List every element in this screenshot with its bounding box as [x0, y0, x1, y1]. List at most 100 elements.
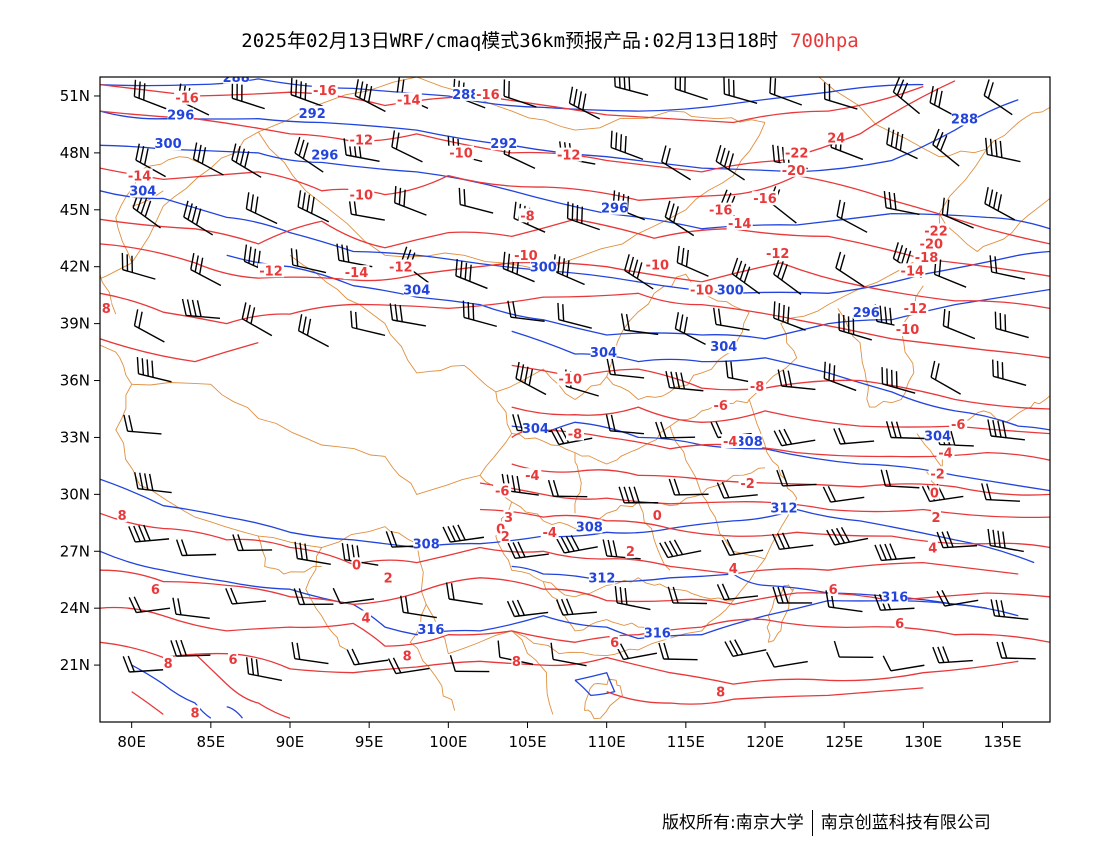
lon-tick-label: 100E: [429, 733, 467, 751]
height-label-bg: [522, 420, 549, 435]
wind-barb: [190, 252, 222, 287]
wind-barb: [989, 255, 1026, 280]
wind-barb: [297, 314, 329, 348]
wind-barb: [880, 469, 920, 489]
temperature-label-bg: [894, 616, 905, 631]
temperature-label: 6: [610, 636, 619, 651]
temperature-label-bg: [163, 656, 174, 670]
temperature-label: -14: [728, 217, 752, 232]
wind-barb: [610, 130, 644, 161]
temperature-label-bg: [827, 130, 846, 145]
temperature-label-bg: [387, 259, 414, 274]
lat-tick-label: 42N: [60, 258, 90, 276]
wind-barb: [136, 357, 172, 383]
wind-barb: [133, 79, 167, 110]
wind-barb: [332, 587, 375, 605]
height-label-bg: [717, 282, 744, 297]
boundary-line: [100, 274, 117, 315]
height-contour: [226, 706, 244, 719]
temperature-label: 2: [931, 511, 940, 526]
temperature-label: -10: [690, 283, 714, 298]
temperature-label-bg: [625, 544, 636, 559]
lon-tick-label: 90E: [276, 733, 305, 751]
title-level: 700hpa: [790, 30, 859, 52]
height-label-bg: [736, 434, 763, 448]
temperature-label: -10: [514, 249, 538, 264]
height-contour: [131, 664, 212, 719]
temperature-label-bg: [126, 168, 153, 183]
lat-tick-label: 30N: [60, 485, 90, 503]
wind-barb: [122, 655, 164, 673]
lon-tick-label: 85E: [197, 733, 226, 751]
wind-barb: [294, 541, 331, 565]
height-label: 292: [490, 137, 517, 152]
wind-barb: [231, 81, 265, 110]
wind-barb: [181, 298, 221, 320]
wind-barb: [941, 197, 974, 229]
wind-barb: [458, 187, 494, 214]
height-label-bg: [530, 259, 557, 274]
wind-barb: [618, 486, 659, 504]
temperature-label: 4: [729, 562, 738, 577]
wind-barb: [121, 252, 156, 280]
lat-tick-label: 39N: [60, 315, 90, 333]
height-label: 304: [710, 340, 737, 355]
wind-barb: [231, 143, 262, 178]
lon-tick-label: 135E: [983, 733, 1021, 751]
boundary-line: [574, 452, 582, 514]
wind-barb: [658, 642, 698, 661]
height-label-bg: [588, 570, 615, 585]
wind-barb: [135, 143, 166, 178]
wind-barb: [245, 657, 283, 682]
temperature-label: 6: [829, 583, 838, 598]
boundary-line: [131, 254, 513, 495]
wind-barb: [772, 586, 813, 604]
temperature-label: -12: [557, 149, 581, 164]
wind-barb: [990, 599, 1029, 620]
temperature-label: 0: [653, 509, 662, 524]
wind-barb: [892, 77, 921, 115]
temperature-label-bg: [715, 684, 726, 699]
wind-barb: [183, 200, 214, 236]
lat-tick-label: 27N: [60, 542, 90, 560]
boundary-line: [495, 501, 734, 602]
temperature-label: 2: [501, 530, 510, 545]
boundary-line: [637, 501, 671, 571]
height-label-bg: [403, 282, 430, 297]
wind-barb: [290, 77, 324, 107]
wind-barb: [462, 300, 497, 328]
temperature-label-bg: [351, 557, 362, 572]
wind-barb: [674, 77, 708, 101]
lat-tick-label: 51N: [60, 87, 90, 105]
axis-layer: 51N 48N 45N 42N 39N 36N 33N 30N 27N 24N 21N 80E 85E 9…: [60, 87, 1022, 751]
wind-barb: [984, 187, 1016, 221]
temperature-label-bg: [764, 246, 791, 261]
height-label-bg: [413, 536, 440, 551]
wind-barb: [991, 359, 1027, 386]
temperature-contour: [100, 218, 1050, 277]
temperature-label-bg: [748, 379, 767, 393]
temperature-label: -16: [476, 88, 500, 103]
temperature-label-bg: [523, 468, 542, 483]
lat-tick-label: 33N: [60, 428, 90, 446]
temperature-label: -12: [350, 133, 374, 148]
temperature-label-bg: [395, 92, 422, 107]
wind-barb: [294, 136, 324, 173]
height-label: 316: [417, 623, 444, 638]
height-label-bg: [601, 200, 628, 215]
temperature-label: -14: [345, 266, 369, 281]
height-label: 312: [588, 572, 615, 587]
height-label-bg: [167, 107, 194, 122]
temperature-label-bg: [707, 202, 734, 217]
wind-barb: [773, 301, 806, 331]
temperature-label-bg: [783, 145, 810, 160]
temperature-contour: [100, 569, 1050, 606]
wind-barb: [777, 369, 816, 391]
height-contour: [226, 254, 1050, 340]
wind-barb: [996, 641, 1036, 660]
temperature-label-bg: [150, 582, 161, 596]
wind-barb: [245, 192, 278, 225]
temperature-label-bg: [101, 301, 112, 316]
temperature-label-bg: [928, 466, 947, 481]
